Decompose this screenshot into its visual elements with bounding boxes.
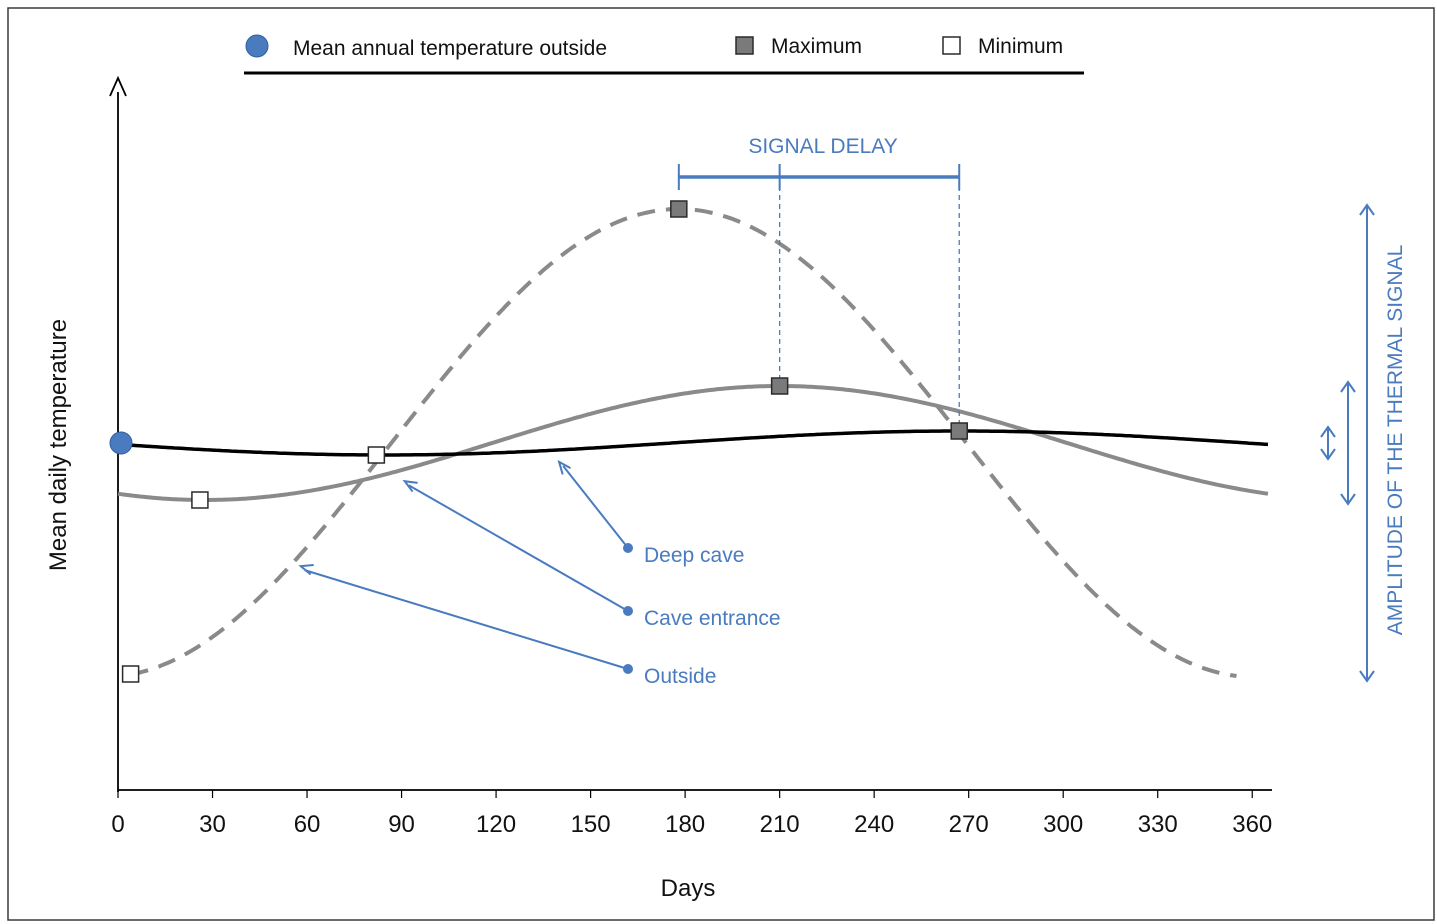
pointer-label-outside: Outside bbox=[644, 665, 716, 688]
x-tick-label-0: 0 bbox=[111, 811, 124, 838]
x-tick-label-90: 90 bbox=[388, 811, 415, 838]
x-axis-title: Days bbox=[661, 875, 716, 902]
x-tick-label-210: 210 bbox=[760, 811, 800, 838]
y-axis-title: Mean daily temperature bbox=[45, 319, 72, 571]
x-tick-label-120: 120 bbox=[476, 811, 516, 838]
chart-frame bbox=[8, 8, 1434, 920]
x-tick-label-300: 300 bbox=[1043, 811, 1083, 838]
x-tick-label-30: 30 bbox=[199, 811, 226, 838]
legend-minimum-label: Minimum bbox=[978, 35, 1063, 58]
pointer-dot-cave-entrance bbox=[623, 606, 633, 616]
x-tick-label-270: 270 bbox=[949, 811, 989, 838]
legend-maximum-marker bbox=[736, 37, 753, 54]
x-tick-label-180: 180 bbox=[665, 811, 705, 838]
signal-delay-label: SIGNAL DELAY bbox=[748, 135, 897, 158]
x-tick-label-60: 60 bbox=[294, 811, 321, 838]
x-tick-label-240: 240 bbox=[854, 811, 894, 838]
max-marker-cave-entrance bbox=[772, 378, 788, 394]
pointer-dot-outside bbox=[623, 664, 633, 674]
min-marker-deep-cave bbox=[368, 447, 384, 463]
x-tick-label-360: 360 bbox=[1232, 811, 1272, 838]
x-tick-label-150: 150 bbox=[571, 811, 611, 838]
legend-mean-dot bbox=[246, 35, 268, 57]
legend-maximum-label: Maximum bbox=[771, 35, 862, 58]
pointer-label-deep-cave: Deep cave bbox=[644, 544, 744, 567]
pointer-dot-deep-cave bbox=[623, 543, 633, 553]
min-marker-cave-entrance bbox=[192, 492, 208, 508]
max-marker-outside bbox=[671, 201, 687, 217]
legend-mean-label: Mean annual temperature outside bbox=[293, 37, 607, 60]
max-marker-deep-cave bbox=[951, 423, 967, 439]
pointer-label-cave-entrance: Cave entrance bbox=[644, 607, 781, 630]
amplitude-label: AMPLITUDE OF THE THERMAL SIGNAL bbox=[1384, 245, 1407, 636]
mean-annual-dot bbox=[110, 432, 132, 454]
x-tick-label-330: 330 bbox=[1138, 811, 1178, 838]
legend-minimum-marker bbox=[943, 37, 960, 54]
min-marker-outside bbox=[123, 666, 139, 682]
